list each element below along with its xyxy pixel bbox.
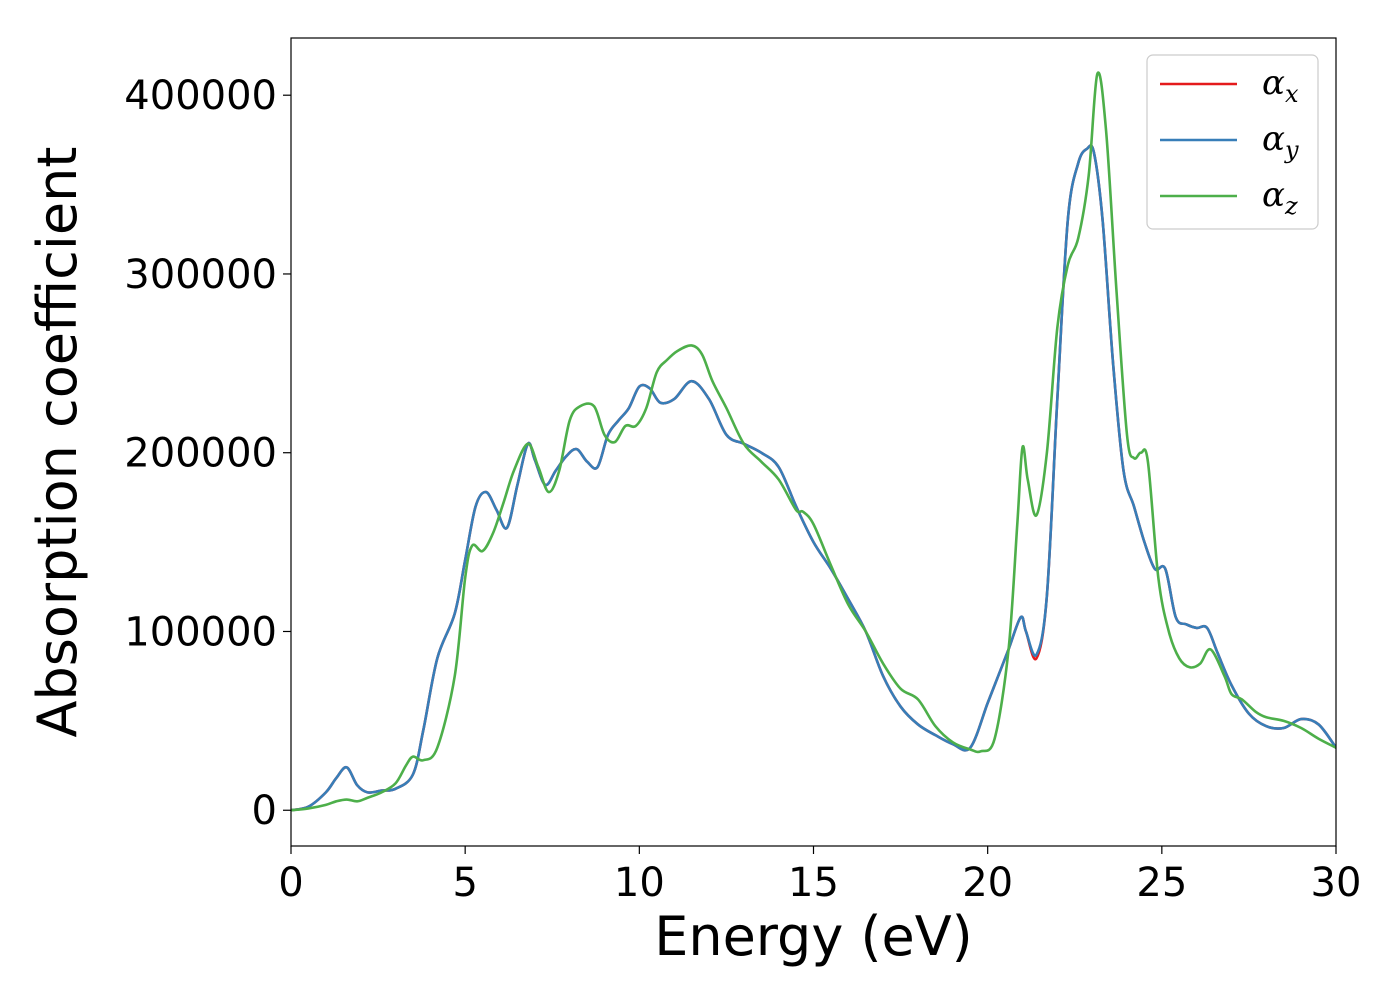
- y-tick-label: 400000: [124, 73, 277, 119]
- x-axis-label: Energy (eV): [654, 905, 973, 968]
- x-tick-label: 25: [1136, 860, 1187, 906]
- y-axis-label: Absorption coefficient: [26, 147, 89, 738]
- x-tick-label: 10: [614, 860, 665, 906]
- x-tick-label: 20: [962, 860, 1013, 906]
- y-tick-label: 100000: [124, 609, 277, 655]
- series-line-y: [291, 144, 1336, 812]
- legend-label-x: αx: [1262, 63, 1299, 108]
- y-tick-label: 0: [252, 788, 277, 834]
- legend-label-y: αy: [1262, 119, 1299, 164]
- y-tick-label: 200000: [124, 431, 277, 477]
- x-tick-label: 30: [1311, 860, 1362, 906]
- legend-box: [1146, 54, 1319, 230]
- legend-label-z: αz: [1262, 175, 1298, 220]
- y-axis-ticks: 0 100000 200000 300000 400000: [124, 73, 291, 834]
- x-tick-label: 15: [788, 860, 839, 906]
- x-tick-label: 0: [278, 860, 303, 906]
- series-layer: [291, 71, 1336, 812]
- x-axis-ticks: 0 5 10 15 20 25 30: [278, 846, 1361, 906]
- x-tick-label: 5: [452, 860, 477, 906]
- legend: αx αy αz: [1146, 54, 1319, 230]
- y-tick-label: 300000: [124, 252, 277, 298]
- series-line-z: [291, 71, 1336, 812]
